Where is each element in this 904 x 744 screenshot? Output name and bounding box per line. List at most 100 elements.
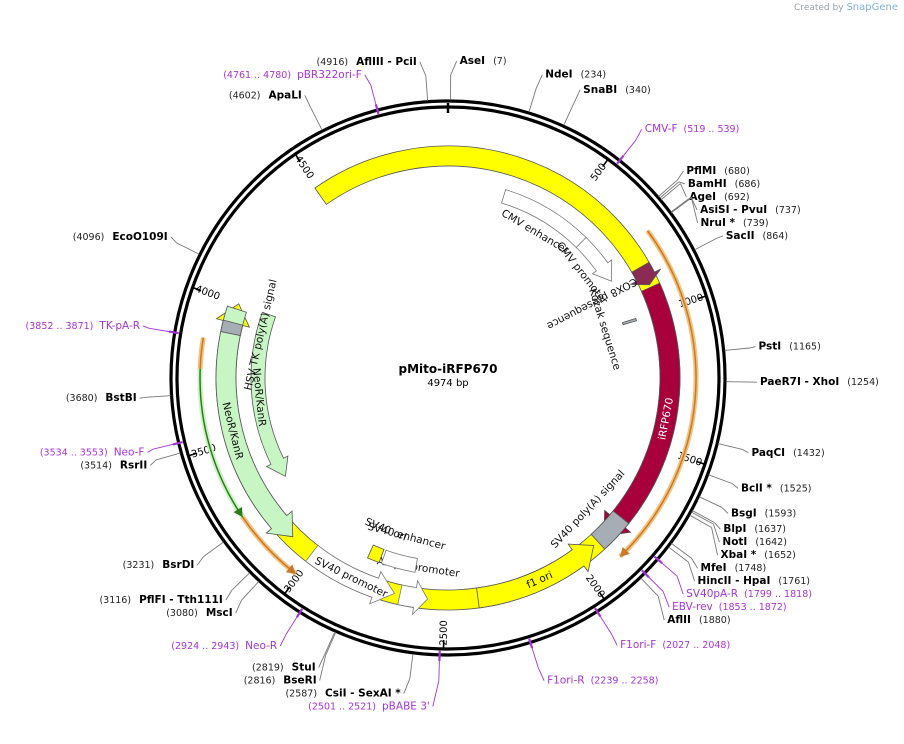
primer-name: F1ori-F (620, 639, 656, 651)
restriction-site: NruI * (739) (671, 197, 769, 229)
site-leader (689, 514, 712, 528)
enzyme-name: BsgI (731, 507, 757, 519)
enzyme-name: NdeI (545, 69, 572, 81)
tick-mark (598, 591, 605, 599)
tick-mark (189, 452, 198, 457)
site-connector (679, 183, 687, 198)
enzyme-name: SacII (726, 230, 755, 242)
primer-marker (641, 569, 650, 579)
site-connector (742, 449, 749, 454)
backbone-rings (169, 99, 727, 657)
enzyme-coord: (4602) (229, 90, 261, 101)
site-connector (403, 678, 411, 694)
enzyme-coord: (1593) (765, 508, 797, 519)
plasmid-name: pMito-iRFP670 (399, 362, 498, 376)
primer-label: (3534 .. 3553) Neo-F (40, 446, 145, 458)
enzyme-name: PaqCI (751, 447, 785, 459)
primer-site: CMV-F (519 .. 539) (616, 123, 739, 165)
tick-label: 4000 (194, 284, 222, 303)
site-connector (235, 599, 243, 614)
enzyme-name: BstBI (105, 392, 136, 404)
primer-marker (168, 330, 179, 335)
enzyme-name: StuI (292, 662, 316, 674)
site-leader (694, 237, 718, 251)
site-label: (3231) BsrDI (123, 559, 195, 571)
sv40-polya-signal-shape (590, 510, 630, 550)
enzyme-coord: (3514) (80, 460, 112, 471)
enzyme-name: MscI (206, 607, 233, 619)
site-label: PaeR7I - XhoI (1254) (760, 376, 879, 388)
enzyme-coord: (692) (724, 191, 750, 202)
enzyme-coord: (1254) (847, 377, 879, 388)
site-connector (657, 596, 665, 621)
site-leader (692, 510, 715, 523)
restriction-site: AflII (1880) (640, 577, 731, 626)
primer-marker (172, 440, 183, 446)
site-label: NotI (1642) (722, 536, 787, 548)
enzyme-coord: (2587) (285, 688, 317, 699)
enzyme-name: EcoO109I (112, 231, 167, 243)
site-label: SacII (864) (726, 230, 788, 242)
site-leader (708, 474, 733, 484)
plasmid-length: 4974 bp (427, 378, 468, 389)
primer-label: (4761 .. 4780) pBR322ori-F (223, 69, 362, 81)
enzyme-coord: (2819) (252, 662, 284, 673)
enzyme-coord: (4916) (316, 56, 348, 67)
restriction-site: PaqCI (1432) (718, 443, 825, 459)
site-leader (640, 577, 659, 597)
primer-coord: (4761 .. 4780) (223, 69, 291, 80)
restriction-site: NdeI (234) (528, 69, 606, 113)
restriction-site: AseI (7) (450, 55, 507, 101)
neor-kanr-inner: NeoR/KanR (250, 311, 289, 477)
enzyme-name: NotI (722, 536, 747, 548)
enzyme-name: PflMI (686, 165, 716, 177)
green-arc-left-arrowhead (233, 506, 243, 517)
site-label: (4602) ApaLI (229, 89, 302, 101)
primer-name: SV40pA-R (686, 588, 738, 600)
enzyme-coord: (1761) (778, 576, 810, 587)
f1-ori-shape (476, 543, 595, 609)
primer-marker (594, 607, 602, 618)
enzyme-coord: (1165) (789, 341, 821, 352)
enzyme-coord: (1652) (764, 550, 796, 561)
site-connector (537, 667, 545, 681)
primer-site: F1ori-F (2027 .. 2048) (594, 607, 730, 651)
enzyme-name: AsiSI - PvuI (700, 204, 767, 216)
restriction-site: (4602) ApaLI (229, 89, 323, 131)
primer-label: F1ori-R (2239 .. 2258) (547, 675, 658, 687)
enzyme-name: BseRI (283, 675, 316, 687)
enzyme-name: PstI (759, 341, 782, 353)
restriction-sites: (4916) AflIII - PciI AseI (7) NdeI (234) SnaBI… (66, 55, 879, 700)
site-connector (713, 522, 721, 530)
site-connector (678, 181, 686, 185)
backbone-outer-ring (169, 99, 727, 657)
tick-label: 4500 (292, 154, 315, 181)
site-leader (176, 242, 200, 255)
site-connector (318, 654, 326, 668)
site-leader (156, 452, 181, 461)
tick-label: 500 (589, 162, 609, 184)
site-label: (2587) CsiI - SexAI * (285, 688, 401, 700)
primer-name: CMV-F (645, 123, 678, 135)
restriction-site: (2819) StuI (252, 631, 336, 674)
site-label: (2816) BseRI (244, 675, 317, 687)
restriction-site: (3680) BstBI (66, 392, 171, 404)
primer-name: pBABE 3' (382, 701, 430, 713)
site-connector (225, 590, 233, 601)
tick-mark (697, 295, 706, 300)
irfp670: iRFP670 (603, 282, 681, 537)
green-arc-left-core (199, 368, 244, 518)
primer-label: (2501 .. 2521) pBABE 3' (308, 701, 430, 713)
enzyme-coord: (7) (493, 56, 506, 67)
primer-name: Neo-R (245, 640, 277, 652)
primer-name: TK-pA-R (98, 320, 140, 332)
primer-site: (3852 .. 3871) TK-pA-R (26, 320, 179, 335)
enzyme-name: XbaI * (721, 549, 757, 561)
enzyme-coord: (1748) (735, 563, 767, 574)
site-label: BclI * (1525) (741, 482, 811, 494)
site-connector (170, 236, 178, 244)
tick-mark (696, 460, 705, 465)
site-connector (749, 346, 756, 349)
primer-name: Neo-F (114, 446, 145, 458)
primer-label: (2924 .. 2943) Neo-R (171, 640, 277, 652)
